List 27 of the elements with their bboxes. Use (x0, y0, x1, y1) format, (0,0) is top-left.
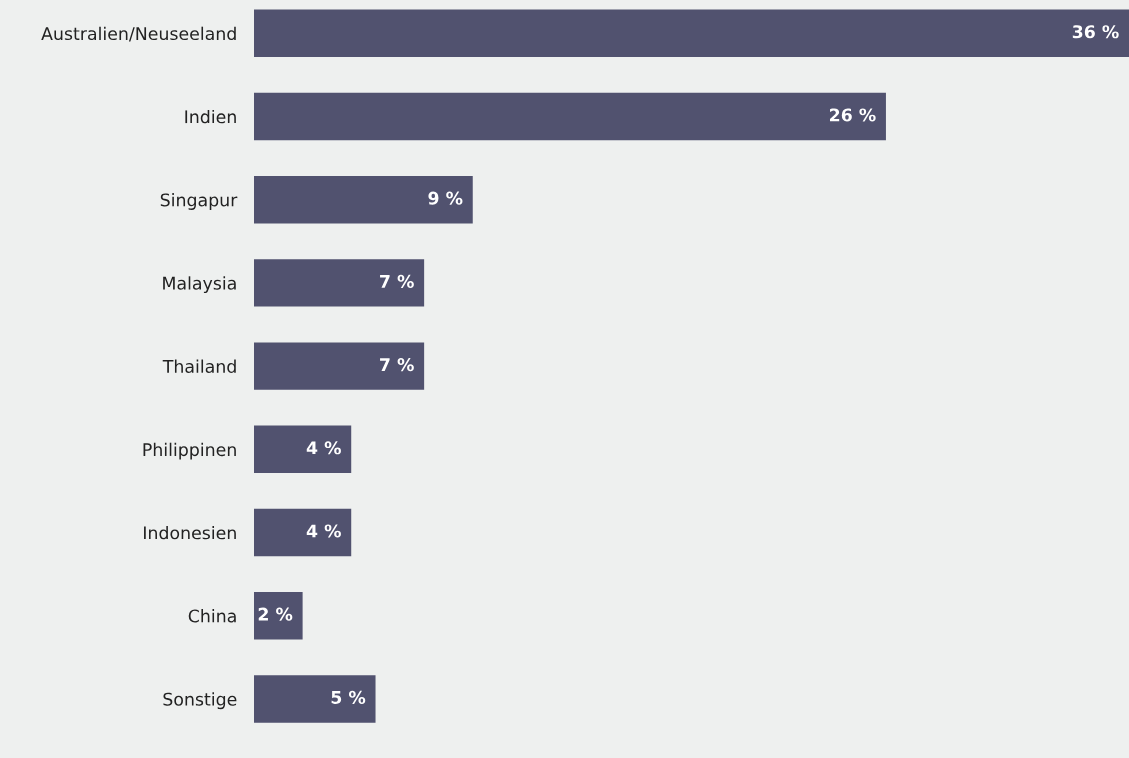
bar (254, 592, 303, 640)
data-label: 5 % (331, 690, 366, 704)
y-tick-label: Australien/Neuseeland (41, 26, 236, 42)
data-label: 36 % (1072, 25, 1119, 39)
y-tick-label: Malaysia (163, 276, 236, 294)
bar (254, 9, 1129, 57)
bar (254, 259, 425, 307)
bar (254, 675, 376, 723)
y-tick-label: Indonesien (144, 525, 236, 540)
bar (254, 342, 425, 390)
data-label: 7 % (380, 274, 414, 288)
y-tick-label: Philippinen (143, 442, 236, 460)
bar (254, 92, 886, 141)
y-tick-label: Thailand (162, 359, 236, 373)
data-label: 26 % (830, 108, 876, 122)
y-tick-label: Sonstige (163, 692, 237, 710)
y-tick-label: Indien (185, 109, 236, 124)
bar (254, 175, 473, 224)
data-label: 2 % (258, 607, 293, 621)
data-label: 9 % (428, 191, 463, 205)
data-label: 4 % (306, 524, 341, 538)
bar (254, 508, 352, 557)
y-tick-label: China (188, 609, 236, 623)
y-tick-label: Singapur (160, 193, 238, 210)
data-label: 7 % (380, 358, 414, 372)
data-label: 4 % (306, 441, 341, 455)
bar (254, 425, 352, 474)
